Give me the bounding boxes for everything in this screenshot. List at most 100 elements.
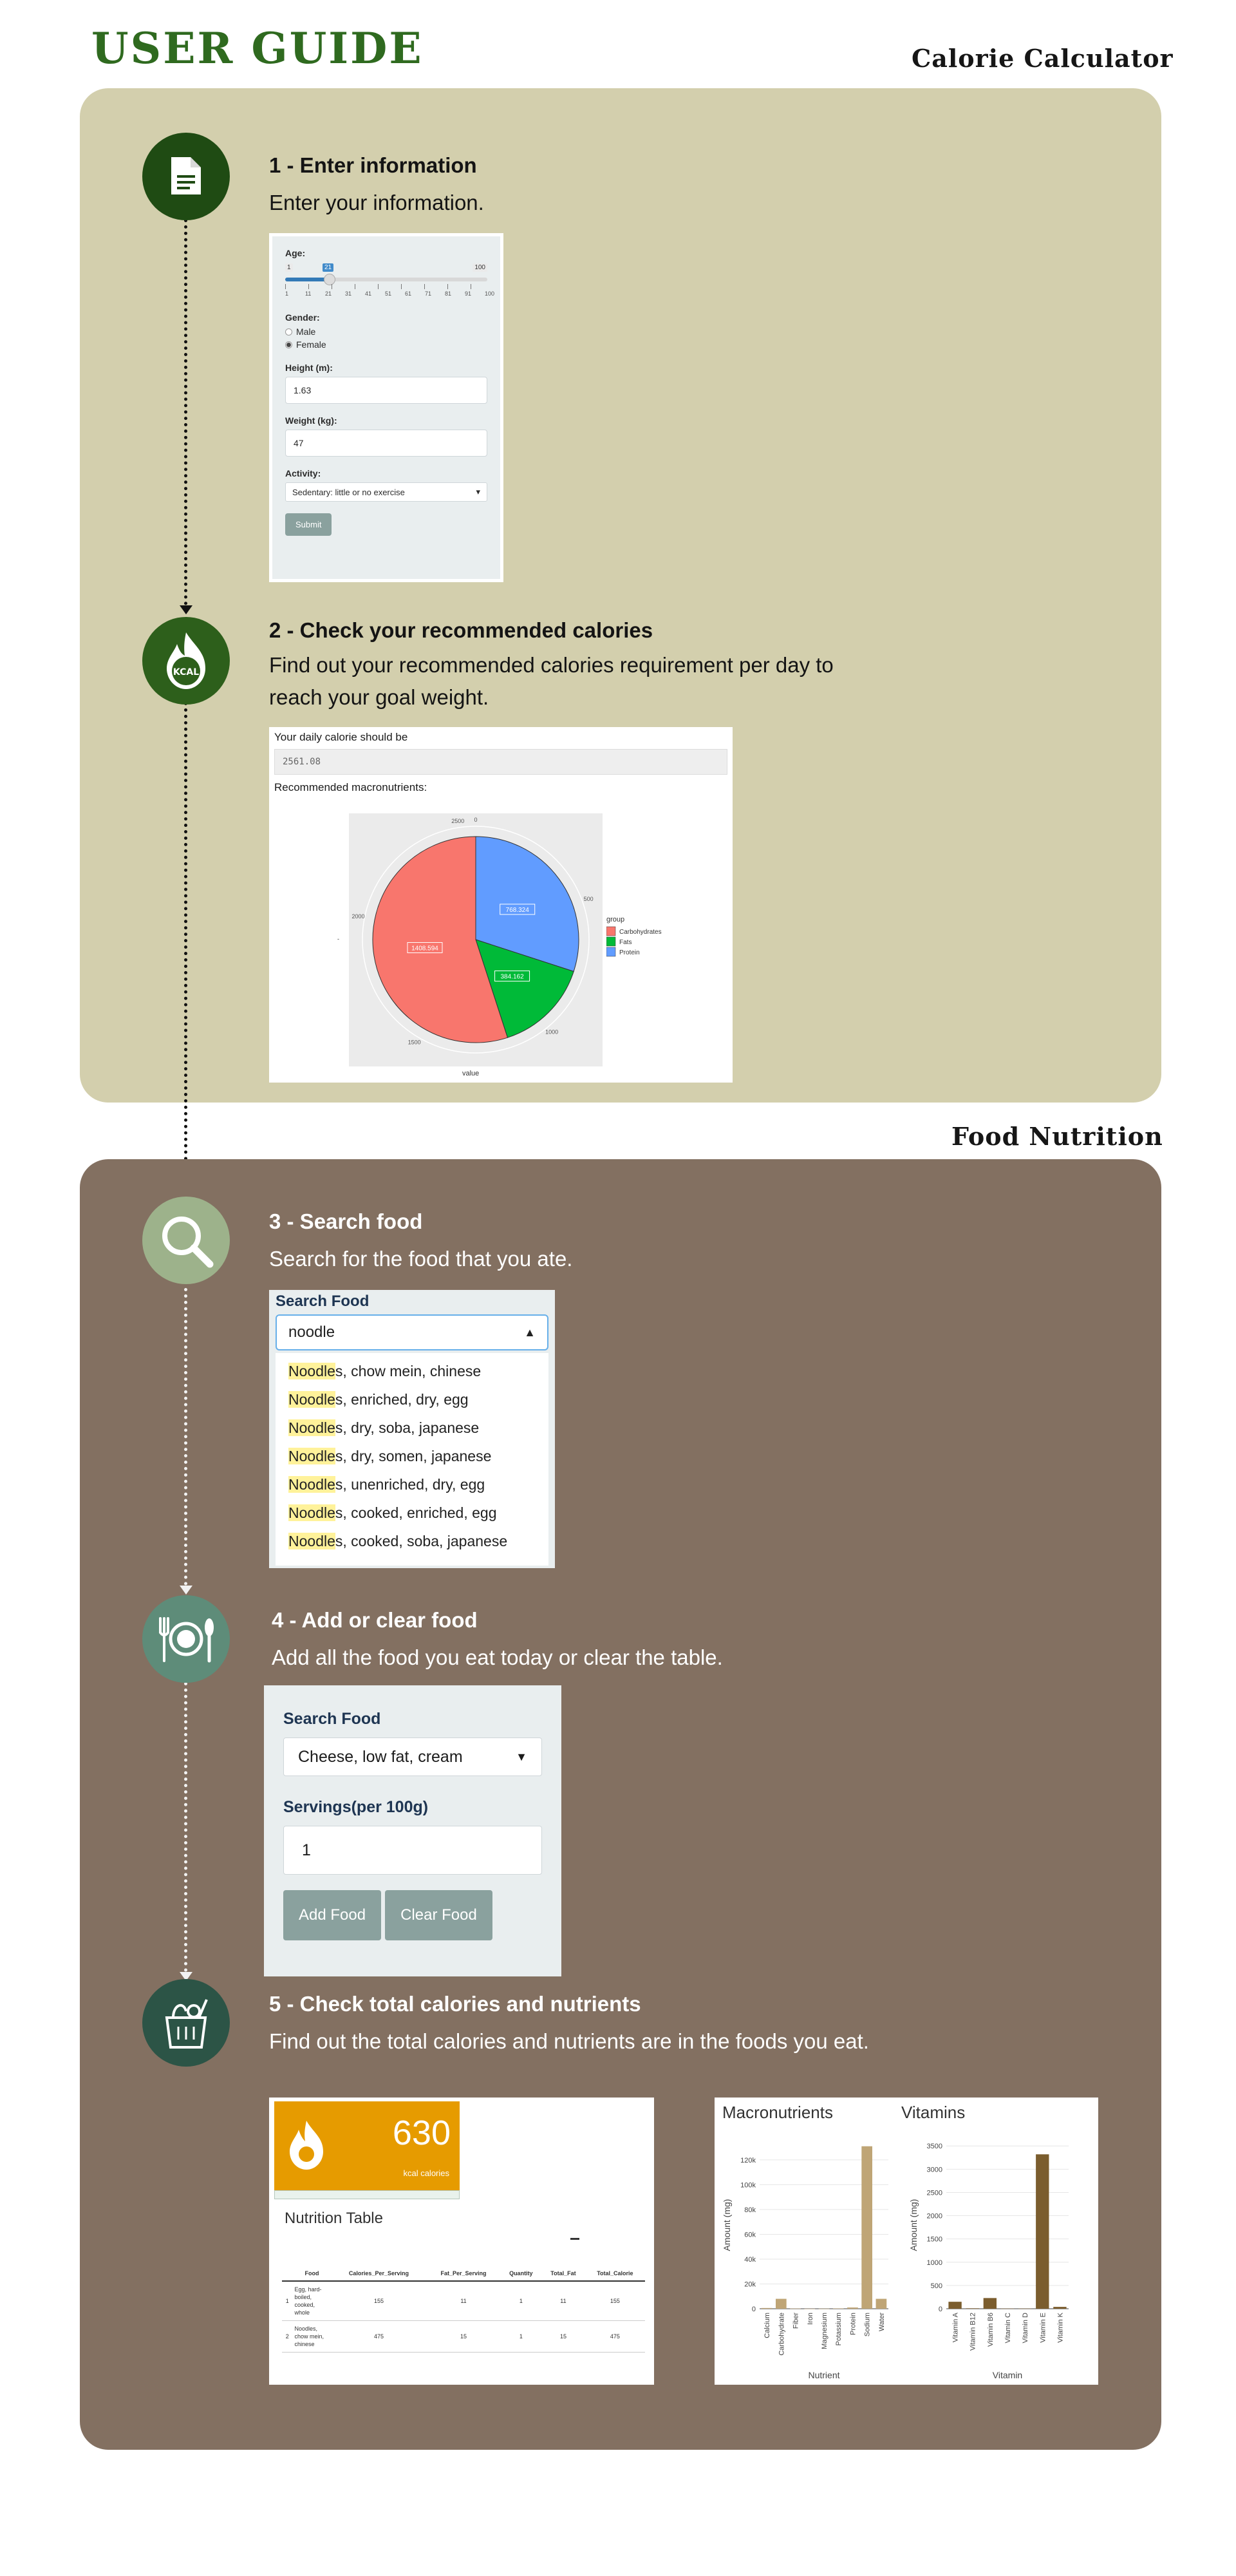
- table-cell: 475: [585, 2320, 645, 2353]
- pie-slice-fats: [475, 939, 574, 1038]
- search-result-item[interactable]: Noodles, chow mein, chinese: [276, 1357, 548, 1385]
- servings-input[interactable]: 1: [283, 1826, 542, 1875]
- plate-cutlery-icon: [142, 1595, 230, 1683]
- activity-label: Activity:: [285, 468, 321, 478]
- macro-pie-chart: 768.324 384.162 1408.594 0 500 1000 1500 2000 25…: [351, 817, 594, 1054]
- flame-icon: [290, 2121, 323, 2170]
- macro-y-tick: 120k: [740, 2157, 756, 2164]
- timeline-arrow: [180, 1972, 192, 1981]
- search-result-item[interactable]: Noodles, dry, soba, japanese: [276, 1414, 548, 1442]
- age-label: Age:: [285, 248, 306, 258]
- table-cell: 1: [282, 2281, 293, 2321]
- submit-button[interactable]: Submit: [285, 513, 332, 536]
- macronutrients-chart-title: Macronutrients: [722, 2103, 833, 2122]
- macro-y-tick: 0: [752, 2306, 756, 2313]
- activity-select[interactable]: Sedentary: little or no exercise ▾: [285, 482, 487, 502]
- magnifier-icon: [142, 1197, 230, 1284]
- table-column-header[interactable]: [282, 2266, 293, 2282]
- vitamin-y-tick: 3500: [927, 2143, 942, 2150]
- pie-radial-tick: 0: [474, 817, 477, 823]
- food-select[interactable]: Cheese, low fat, cream ▼: [283, 1738, 542, 1776]
- table-scroll-marker: [570, 2238, 579, 2240]
- pie-legend-label: Protein: [619, 949, 640, 956]
- table-column-header[interactable]: Quantity: [500, 2266, 542, 2282]
- age-max-tag: 100: [473, 263, 487, 272]
- vitamin-x-tick: Vitamin A: [952, 2312, 960, 2342]
- result-text: s, dry, somen, japanese: [335, 1448, 492, 1464]
- servings-label: Servings(per 100g): [283, 1798, 429, 1816]
- macro-label: Recommended macronutrients:: [274, 781, 427, 793]
- search-food-label: Search Food: [276, 1293, 370, 1310]
- macro-pie-panel: 768.324 384.162 1408.594 0 500 1000 1500 2000 25…: [349, 813, 603, 1066]
- timeline-connector: [184, 1682, 187, 1972]
- gender-option-female[interactable]: Female: [285, 339, 487, 350]
- gender-label: Gender:: [285, 312, 320, 323]
- macro-y-label: Amount (mg): [722, 2199, 732, 2251]
- vitamin-y-label: Amount (mg): [908, 2199, 919, 2251]
- table-row: 1 Egg, hard-boiled, cooked, whole 155 11 1 11…: [282, 2281, 645, 2321]
- search-food-input[interactable]: noodle ▲: [276, 1314, 548, 1350]
- radio-button[interactable]: [285, 328, 292, 336]
- search-results-dropdown: Noodles, chow mein, chinese Noodles, enri…: [276, 1353, 548, 1566]
- vitamin-y-tick: 2000: [927, 2213, 942, 2221]
- table-column-header[interactable]: Food: [292, 2266, 332, 2282]
- macro-bar: [832, 2308, 844, 2309]
- table-column-header[interactable]: Fat_Per_Serving: [426, 2266, 501, 2282]
- match-highlight: Noodle: [288, 1363, 335, 1379]
- weight-input[interactable]: 47: [285, 430, 487, 457]
- vitamin-bar: [1053, 2307, 1067, 2309]
- timeline-connector: [184, 1288, 187, 1586]
- age-tick-label: 91: [465, 290, 472, 297]
- clear-food-button[interactable]: Clear Food: [385, 1890, 492, 1940]
- table-column-header[interactable]: Total_Calorie: [585, 2266, 645, 2282]
- total-calories-value: 630: [392, 2114, 451, 2152]
- page-title: USER GUIDE: [91, 23, 424, 73]
- vitamin-y-tick: 500: [931, 2282, 942, 2290]
- vitamin-bar: [966, 2308, 979, 2309]
- weight-label: Weight (kg):: [285, 415, 337, 426]
- step-3-heading: 3 - Search food: [269, 1209, 423, 1233]
- step-5-heading: 5 - Check total calories and nutrients: [269, 1992, 641, 2016]
- total-calories-unit: kcal calories: [403, 2168, 449, 2178]
- age-tick-label: 51: [385, 290, 392, 297]
- search-result-item[interactable]: Noodles, cooked, enriched, egg: [276, 1499, 548, 1527]
- step-5-description: Find out the total calories and nutrient…: [269, 2029, 869, 2053]
- macro-x-tick: Carbohydrate: [778, 2313, 785, 2356]
- macro-y-tick: 40k: [744, 2256, 756, 2264]
- table-column-header[interactable]: Total_Fat: [541, 2266, 585, 2282]
- recommendation-card: Your daily calorie should be 2561.08 Rec…: [269, 727, 733, 1083]
- macro-bar: [876, 2298, 887, 2309]
- pie-slice-carbohydrates: [372, 836, 509, 1043]
- search-result-item[interactable]: Noodles, dry, somen, japanese: [276, 1442, 548, 1470]
- table-cell: 11: [426, 2281, 501, 2321]
- search-result-item[interactable]: Noodles, cooked, soba, japanese: [276, 1527, 548, 1555]
- gender-option-male[interactable]: Male: [285, 327, 487, 337]
- age-tick-label: 71: [425, 290, 432, 297]
- caret-down-icon: ▼: [516, 1750, 527, 1763]
- table-cell: 155: [331, 2281, 427, 2321]
- age-tick-label: 61: [405, 290, 412, 297]
- table-cell: 11: [541, 2281, 585, 2321]
- add-food-form: Search Food Cheese, low fat, cream ▼ Serv…: [264, 1685, 561, 1976]
- nutrition-table-title: Nutrition Table: [285, 2210, 383, 2227]
- macro-bar: [776, 2298, 787, 2309]
- search-result-item[interactable]: Noodles, enriched, dry, egg: [276, 1385, 548, 1414]
- macro-y-tick: 60k: [744, 2231, 756, 2239]
- add-food-button[interactable]: Add Food: [283, 1890, 382, 1940]
- macro-x-tick: Fiber: [792, 2313, 800, 2329]
- step-3-description: Search for the food that you ate.: [269, 1247, 573, 1271]
- match-highlight: Noodle: [288, 1504, 335, 1521]
- search-result-item[interactable]: Noodles, unenriched, dry, egg: [276, 1470, 548, 1499]
- age-slider[interactable]: 1 21 100: [285, 262, 487, 290]
- macro-x-tick: Potassium: [835, 2313, 843, 2345]
- table-column-header[interactable]: Calories_Per_Serving: [331, 2266, 427, 2282]
- radio-button-selected[interactable]: [285, 341, 292, 348]
- pie-y-marker: -: [337, 936, 339, 942]
- table-cell: 1: [500, 2281, 542, 2321]
- height-input[interactable]: 1.63: [285, 377, 487, 404]
- pie-radial-tick: 2500: [451, 818, 464, 824]
- vitamin-y-tick: 0: [939, 2306, 942, 2313]
- vitamin-bar: [948, 2302, 962, 2309]
- age-tick-labels: 1 11 21 31 41 51 61 71 81 91 100: [285, 290, 494, 299]
- age-tick-label: 11: [305, 290, 312, 297]
